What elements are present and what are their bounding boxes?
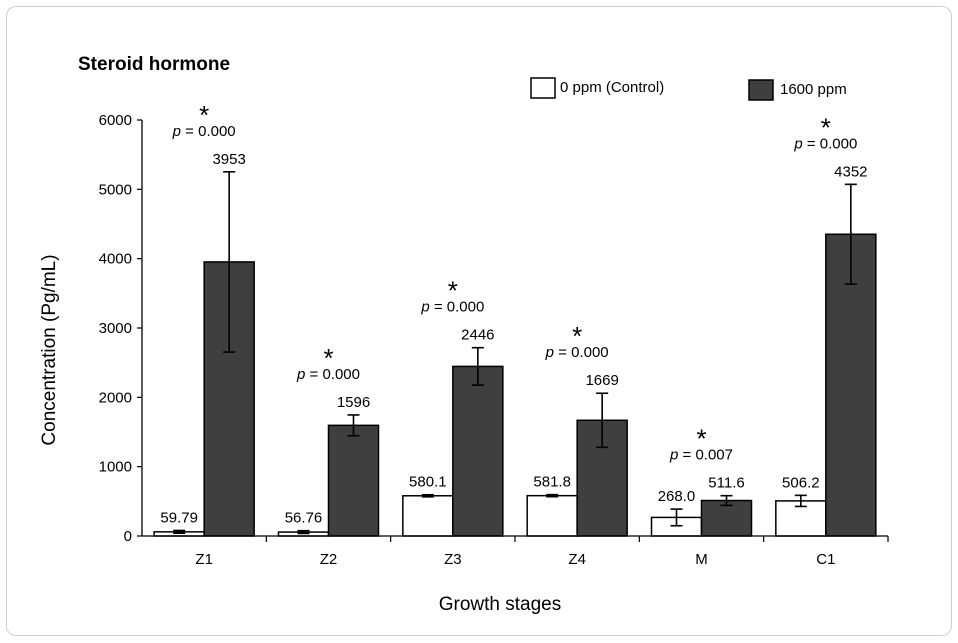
data-label: 580.1 (409, 474, 447, 491)
y-tick-label: 5000 (99, 181, 132, 198)
p-value-label: p = 0.000 (172, 123, 236, 140)
x-axis-label: Growth stages (439, 594, 562, 615)
bar-control (402, 495, 454, 537)
y-tick-label: 6000 (99, 112, 132, 129)
p-value-label: p = 0.000 (296, 366, 360, 383)
bar-treated (700, 499, 753, 537)
y-tick-label: 1000 (99, 459, 132, 476)
p-symbol: p (793, 135, 802, 152)
data-label: 3953 (212, 151, 245, 168)
significance-star: * (199, 100, 209, 130)
p-value: = 0.000 (803, 135, 858, 152)
p-value: = 0.007 (678, 447, 733, 464)
data-label: 56.76 (285, 510, 323, 527)
significance-star: * (572, 321, 582, 351)
bar-treated (452, 365, 504, 537)
legend-swatch-treated (748, 79, 774, 101)
data-label: 4352 (834, 163, 867, 180)
significance-star: * (448, 276, 458, 306)
significance-star: * (821, 112, 831, 142)
y-axis-label: Concentration (Pg/mL) (39, 254, 60, 445)
x-tick-label: Z2 (320, 551, 338, 568)
p-value-label: p = 0.000 (545, 344, 609, 361)
p-value: = 0.000 (305, 366, 360, 383)
x-tick-label: M (695, 551, 708, 568)
bar-treated (327, 424, 380, 537)
data-label: 506.2 (782, 474, 820, 491)
y-tick-label: 2000 (99, 389, 132, 406)
data-label: 59.79 (160, 509, 198, 526)
p-value-label: p = 0.000 (420, 299, 484, 316)
p-symbol: p (669, 447, 678, 464)
y-axis: 0 1000 2000 3000 4000 5000 6000 (99, 112, 143, 545)
x-tick-label: Z1 (195, 551, 213, 568)
p-value-label: p = 0.007 (669, 447, 733, 464)
x-tick-label: Z3 (444, 551, 462, 568)
p-value: = 0.000 (181, 123, 236, 140)
p-value: = 0.000 (430, 299, 485, 316)
y-tick-label: 0 (124, 528, 132, 545)
p-symbol: p (172, 123, 181, 140)
p-symbol: p (296, 366, 305, 383)
legend-swatch-control (530, 77, 556, 99)
data-label: 1596 (337, 394, 370, 411)
p-value-label: p = 0.000 (793, 135, 857, 152)
data-label: 2446 (461, 327, 494, 344)
legend: 0 ppm (Control) 1600 ppm (530, 77, 847, 101)
x-tick-label: Z4 (568, 551, 586, 568)
y-tick-label: 4000 (99, 251, 132, 268)
y-tick-label: 3000 (99, 320, 132, 337)
chart-title: Steroid hormone (78, 54, 230, 75)
legend-label-treated: 1600 ppm (780, 81, 847, 98)
data-label: 268.0 (658, 488, 696, 505)
bar-control (526, 494, 578, 537)
significance-star: * (696, 424, 706, 454)
p-value: = 0.000 (554, 344, 609, 361)
x-axis: Z1 Z2 Z3 Z4 M C1 (142, 535, 889, 568)
x-tick-label: C1 (816, 551, 835, 568)
data-label: 1669 (585, 372, 618, 389)
legend-label-control: 0 ppm (Control) (560, 79, 664, 96)
p-symbol: p (545, 344, 554, 361)
significance-star: * (323, 343, 333, 373)
data-label: 581.8 (533, 474, 571, 491)
data-label: 511.6 (708, 475, 744, 492)
p-symbol: p (420, 299, 429, 316)
